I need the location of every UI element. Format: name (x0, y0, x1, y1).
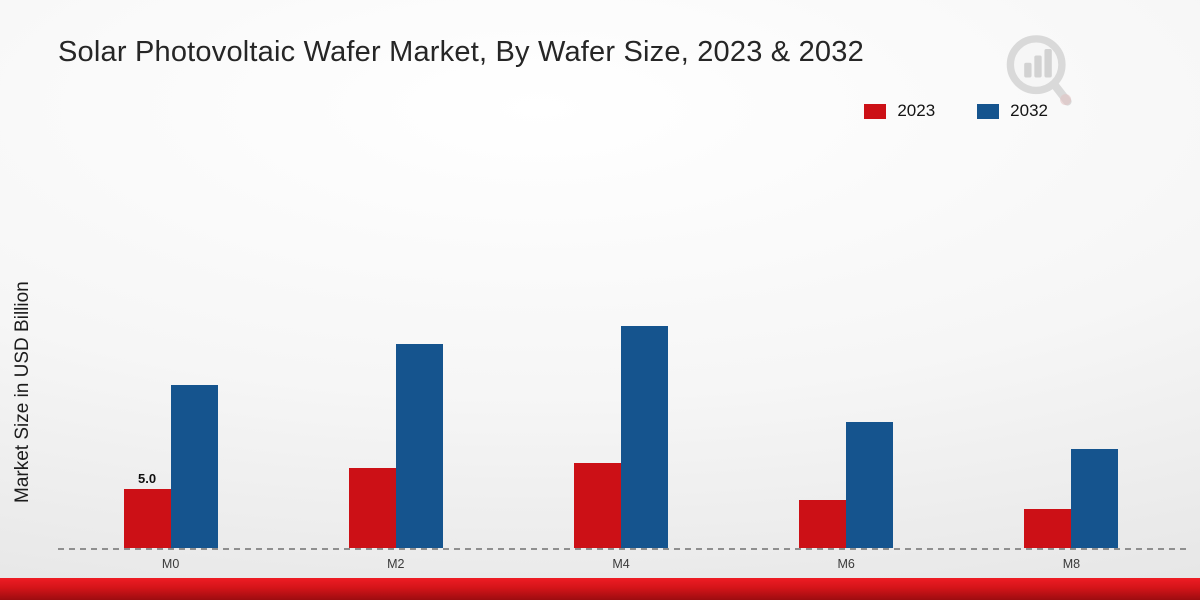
bar-value-label: 5.0 (138, 471, 157, 486)
x-tick-label-M8: M8 (1062, 557, 1081, 571)
x-axis-baseline (58, 548, 1186, 550)
bar-group-M6: M6 (734, 288, 959, 571)
bar-group-M2: M2 (283, 288, 508, 571)
bar-2023-M2 (348, 468, 396, 548)
bottom-accent-strip (0, 578, 1200, 600)
legend-swatch-2032 (977, 103, 1000, 119)
bar-2023-M4 (574, 463, 621, 548)
bar-2032-M4 (621, 326, 668, 548)
bar-2023-M6 (799, 500, 847, 548)
watermark-logo-icon (1006, 35, 1072, 106)
legend-label-2032: 2032 (1010, 101, 1048, 120)
bar-2023-M0: 5.0 (123, 471, 171, 548)
y-axis-label: Market Size in USD Billion (12, 281, 33, 504)
bar-2032-M0 (170, 385, 218, 548)
bar-group-M0: 5.0 M0 (58, 288, 283, 571)
legend-swatch-2023 (864, 103, 887, 119)
bar-group-M8: M8 (959, 288, 1184, 571)
chart-title: Solar Photovoltaic Wafer Market, By Wafe… (58, 36, 864, 68)
bar-2032-M8 (1071, 449, 1119, 548)
plot-area: 5.0 M0 M2 M4 M6 M8 (58, 288, 1184, 571)
x-tick-label-M6: M6 (837, 557, 855, 571)
bar-2023-M8 (1024, 509, 1072, 548)
x-tick-label-M4: M4 (612, 557, 630, 571)
bar-groups: 5.0 M0 M2 M4 M6 M8 (58, 288, 1184, 571)
bar-2032-M2 (395, 344, 443, 548)
legend-label-2023: 2023 (897, 101, 936, 120)
x-tick-label-M2: M2 (387, 557, 405, 571)
legend-item-2023: 2023 (864, 101, 935, 121)
bar-group-M4: M4 (508, 288, 733, 571)
legend-item-2032: 2032 (977, 101, 1048, 121)
bar-2032-M6 (846, 422, 894, 548)
legend: 2023 2032 (864, 101, 1048, 121)
x-tick-label-M0: M0 (161, 557, 180, 571)
